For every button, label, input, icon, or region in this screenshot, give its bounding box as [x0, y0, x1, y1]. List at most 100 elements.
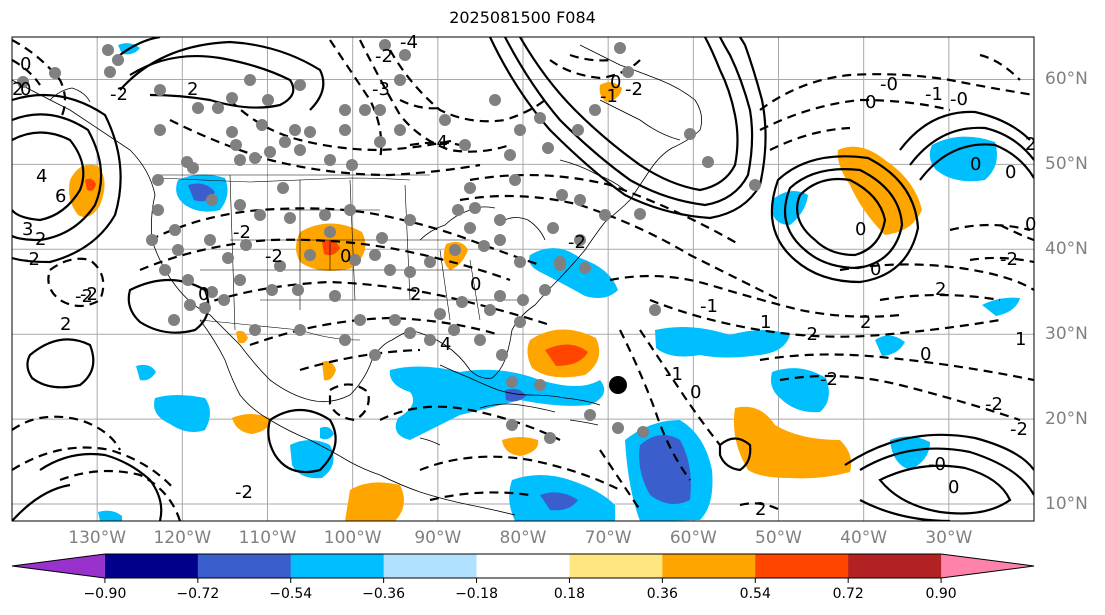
contours-solid: [12, 37, 1034, 521]
station-marker: [168, 314, 180, 326]
latitude-label: 10°N: [1045, 494, 1088, 515]
station-marker: [534, 379, 546, 391]
station-marker: [319, 209, 331, 221]
contour-label: -1: [700, 296, 718, 317]
station-marker: [572, 124, 584, 136]
station-marker: [514, 256, 526, 268]
station-markers: [17, 39, 761, 444]
map-title: 2025081500 F084: [449, 8, 596, 27]
station-marker: [439, 114, 451, 126]
station-marker: [154, 124, 166, 136]
contour-label: -1: [600, 86, 618, 107]
anomaly-shading: [69, 43, 1020, 521]
station-marker: [452, 204, 464, 216]
station-marker: [226, 92, 238, 104]
station-marker: [256, 119, 268, 131]
station-marker: [244, 74, 256, 86]
contour-label: -2: [22, 249, 40, 270]
station-marker: [584, 409, 596, 421]
station-marker: [152, 204, 164, 216]
cool-anomaly-core: [639, 435, 691, 504]
latitude-label: 30°N: [1045, 324, 1088, 345]
warm-anomaly-core: [545, 344, 588, 366]
contour-label: -3: [372, 79, 390, 100]
station-marker: [226, 126, 238, 138]
colorbar-tick-label: 0.36: [646, 586, 678, 602]
longitude-label: 100°W: [323, 528, 382, 548]
contour-label: -2: [1000, 249, 1018, 270]
cool-anomaly-core: [505, 388, 526, 402]
contour-label: -2: [80, 284, 98, 305]
station-marker: [374, 104, 386, 116]
station-marker: [424, 256, 436, 268]
latitude-label: 40°N: [1045, 239, 1088, 260]
station-marker: [514, 316, 526, 328]
cool-anomaly-patch: [875, 335, 905, 356]
station-marker: [349, 254, 361, 266]
cool-anomaly-patch: [982, 297, 1020, 316]
station-marker: [249, 324, 261, 336]
contour-label: 0: [855, 219, 866, 240]
cool-anomaly-patch: [98, 510, 122, 521]
station-marker: [294, 324, 306, 336]
station-marker: [749, 179, 761, 191]
station-marker: [266, 284, 278, 296]
station-marker: [234, 154, 246, 166]
contour-label: 2: [860, 312, 871, 333]
station-marker: [404, 266, 416, 278]
coastlines: [12, 44, 703, 516]
longitude-label: 60°W: [669, 528, 717, 548]
station-marker: [262, 94, 274, 106]
contour-label: -2: [820, 369, 838, 390]
station-marker: [404, 214, 416, 226]
station-marker: [448, 324, 460, 336]
station-marker: [394, 124, 406, 136]
station-marker: [459, 139, 471, 151]
colorbar-tick-label: 0.90: [925, 586, 957, 602]
station-marker: [304, 249, 316, 261]
station-marker: [494, 234, 506, 246]
station-marker: [424, 334, 436, 346]
station-marker: [169, 224, 181, 236]
station-marker: [389, 314, 401, 326]
station-marker: [324, 154, 336, 166]
contour-label: -0: [880, 74, 898, 95]
longitude-label: 110°W: [238, 528, 297, 548]
contour-label: 0: [610, 72, 621, 93]
station-marker: [294, 144, 306, 156]
colorbar-swatch: [941, 554, 1034, 578]
colorbar-tick-label: −0.90: [83, 586, 127, 602]
station-marker: [112, 54, 124, 66]
latitude-label: 50°N: [1045, 154, 1088, 175]
contour-label: 0: [870, 259, 881, 280]
contour-label: 0: [1025, 214, 1036, 235]
station-marker: [206, 286, 218, 298]
warm-anomaly-patch: [733, 406, 852, 479]
station-marker: [456, 296, 468, 308]
station-marker: [324, 226, 336, 238]
colorbar-swatch: [104, 554, 199, 578]
station-marker: [464, 182, 476, 194]
contour-label: 0: [20, 79, 31, 100]
contour-label: 0: [865, 92, 876, 113]
contour-label: 0: [948, 477, 959, 498]
station-marker: [204, 234, 216, 246]
station-marker: [374, 136, 386, 148]
station-marker: [369, 249, 381, 261]
station-marker: [517, 294, 529, 306]
contour-label: -0: [928, 454, 946, 475]
cool-anomaly-patch: [136, 364, 156, 381]
station-marker: [489, 94, 501, 106]
contour-label: -4: [400, 32, 418, 53]
station-marker: [622, 66, 634, 78]
station-marker: [264, 146, 276, 158]
contour-label: 2: [1025, 134, 1036, 155]
longitude-label: 70°W: [584, 528, 632, 548]
station-marker: [184, 299, 196, 311]
contour-label: 0: [198, 284, 209, 305]
contour-label: -0: [950, 89, 968, 110]
colorbar-tick-label: 0.54: [739, 586, 771, 602]
station-marker: [376, 232, 388, 244]
contour-label: -2: [375, 46, 393, 67]
longitude-label: 80°W: [499, 528, 547, 548]
